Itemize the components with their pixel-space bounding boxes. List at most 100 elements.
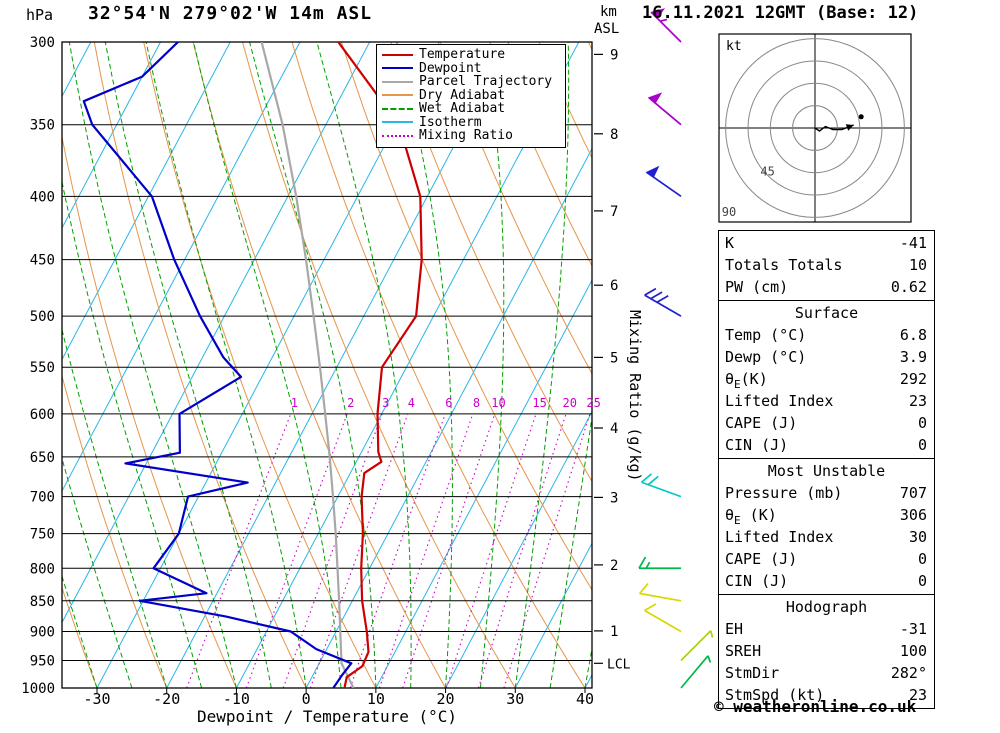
mixing-ratio-label: 2	[347, 396, 354, 410]
wind-barb-staff	[644, 294, 682, 317]
wet-adiabat-legend-swatch	[382, 107, 413, 110]
hodograph-speed-ring	[792, 105, 838, 151]
mixing-ratio-label: 1	[291, 396, 298, 410]
wet-adiabat-line	[68, 42, 237, 688]
wind-barb-half-feather	[709, 630, 714, 638]
indices-section: K -41 Totals Totals 10 PW (cm) 0.62	[719, 231, 934, 300]
temp-tick-label: -20	[153, 690, 180, 708]
legend-label: Parcel Trajectory	[419, 74, 553, 90]
pressure-tick-label: 900	[30, 625, 55, 641]
hodograph-unit-label: kt	[726, 39, 742, 54]
wind-barb	[638, 556, 681, 570]
index-label: StmSpd (kt)	[725, 686, 825, 704]
indices-section-header: Surface	[794, 304, 859, 322]
legend-item: Dry Adiabat	[382, 89, 560, 103]
pressure-tick-label: 700	[30, 490, 55, 506]
wind-barb	[644, 287, 682, 317]
indices-section-header: Most Unstable	[767, 462, 886, 480]
pressure-tick-label: 300	[30, 35, 55, 51]
mixing-ratio-label: 20	[562, 396, 576, 410]
pressure-tick-label: 950	[30, 654, 55, 670]
temp-tick-label: 0	[302, 690, 311, 708]
mixing-ratio-line	[186, 413, 292, 688]
run-datetime: 16.11.2021 12GMT (Base: 12)	[642, 3, 919, 23]
wind-barb-staff	[644, 609, 682, 633]
indices-row: θE(K) 292	[719, 368, 934, 391]
indices-row: CAPE (J) 0	[719, 412, 934, 434]
wind-barb-feather	[638, 556, 647, 569]
hodograph-trace-arrow	[845, 124, 854, 131]
indices-row: Temp (°C) 6.8	[719, 324, 934, 346]
indices-row: StmDir 282°	[719, 662, 934, 684]
indices-row: K -41	[719, 232, 934, 254]
wind-barb	[638, 583, 682, 602]
wet-adiabat-line	[62, 456, 133, 688]
plot-border	[61, 41, 593, 689]
mixing-ratio-line	[378, 413, 474, 688]
wind-barb-half-feather	[645, 561, 651, 569]
pressure-tick-label: 800	[30, 561, 55, 577]
wet-adiabat-line	[145, 42, 307, 688]
dry-adiabat-line	[439, 42, 592, 375]
indices-row: Totals Totals 10	[719, 254, 934, 276]
dry-adiabat-legend-swatch	[382, 94, 413, 97]
index-label: θE (K)	[725, 506, 777, 527]
dry-adiabat-line	[62, 134, 237, 688]
mixing-ratio-label: 6	[445, 396, 452, 410]
indices-row: Lifted Index 23	[719, 390, 934, 412]
index-label: EH	[725, 620, 744, 638]
isotherm-line	[62, 42, 161, 229]
index-value: 292	[899, 370, 927, 388]
dry-adiabat-line	[62, 374, 168, 688]
temp-tick-label: -30	[83, 690, 110, 708]
km-tick-label: 1	[610, 624, 618, 640]
index-label: CIN (J)	[725, 572, 789, 590]
temp-tick-label: 40	[576, 690, 594, 708]
index-label: Totals Totals	[725, 256, 843, 274]
wet-adiabat-line	[479, 42, 505, 688]
indices-section: Most Unstable Pressure (mb) 707 θE (K) 306 Li…	[719, 458, 934, 594]
lcl-label: LCL	[607, 657, 631, 672]
index-value: 282°	[890, 664, 927, 682]
wind-barb-staff	[641, 481, 682, 498]
legend-label: Wet Adiabat	[419, 101, 506, 117]
hodograph-speed-ring	[725, 38, 905, 218]
wind-barb-feather	[644, 603, 657, 612]
indices-row: CAPE (J) 0	[719, 548, 934, 570]
legend-item: Dewpoint	[382, 62, 560, 76]
temperature-curve	[337, 42, 423, 688]
index-label: Pressure (mb)	[725, 484, 843, 502]
isotherm-line	[0, 42, 21, 688]
pressure-tick-label: 400	[30, 189, 55, 205]
index-value: 30	[908, 528, 927, 546]
mixing-ratio-label: 4	[408, 396, 415, 410]
legend-item: Isotherm	[382, 116, 560, 130]
index-value: -31	[899, 620, 927, 638]
hodograph-speed-ring	[769, 82, 861, 174]
hodograph-ring-label: 45	[760, 164, 774, 178]
wind-barb-half-feather	[707, 655, 712, 663]
wet-adiabat-line	[316, 42, 412, 688]
index-label: PW (cm)	[725, 278, 789, 296]
wind-barb-feather	[656, 294, 669, 303]
indices-row: CIN (J) 0	[719, 434, 934, 456]
index-label: Temp (°C)	[725, 326, 807, 344]
indices-table: K -41 Totals Totals 10 PW (cm) 0.62 Surface Tem…	[718, 230, 935, 709]
altitude-axis-unit-asl-label: ASL	[594, 21, 620, 37]
mixing-ratio-axis-label: Mixing Ratio (g/kg)	[626, 310, 644, 482]
chart-legend: Temperature Dewpoint Parcel Trajectory Dry …	[376, 44, 566, 148]
index-label: Lifted Index	[725, 392, 834, 410]
indices-section: Hodograph EH -31 SREH 100 StmDir 282° StmSpd (k…	[719, 594, 934, 708]
index-label: θE(K)	[725, 370, 768, 391]
wind-barb-feather	[650, 291, 663, 300]
wind-barb-flag	[647, 92, 663, 104]
dewpoint-curve	[82, 42, 353, 688]
pressure-tick-label: 350	[30, 118, 55, 134]
index-value: 0	[917, 414, 927, 432]
index-label: K	[725, 234, 735, 252]
mixing-ratio-label: 3	[382, 396, 389, 410]
isotherm-line	[62, 42, 231, 361]
x-axis-label: Dewpoint / Temperature (°C)	[196, 707, 458, 726]
